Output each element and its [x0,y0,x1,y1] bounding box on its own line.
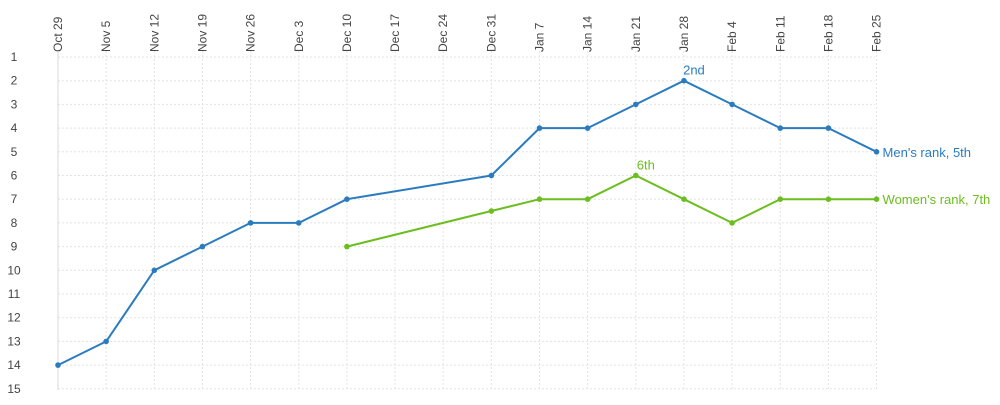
x-tick-label: Jan 28 [677,16,691,52]
data-point [55,362,61,368]
x-tick-label: Dec 17 [388,14,402,52]
data-point [488,208,495,214]
y-tick-label: 15 [7,382,21,396]
y-tick-label: 8 [11,216,18,230]
y-tick-label: 1 [11,50,18,64]
peak-annotation: 2nd [683,63,705,78]
data-point [103,338,109,345]
y-tick-label: 10 [7,263,21,277]
y-tick-label: 3 [11,97,18,111]
data-point [825,125,832,131]
data-point [488,172,495,179]
data-point [344,196,350,202]
y-tick-label: 5 [11,145,18,159]
x-tick-label: Dec 31 [484,14,498,52]
x-tick-label: Jan 14 [581,16,595,52]
x-tick-label: Feb 18 [821,14,835,52]
x-tick-label: Jan 7 [533,22,547,52]
data-point [584,125,591,131]
x-tick-label: Feb 25 [870,14,884,52]
data-point [295,220,302,226]
y-tick-label: 12 [7,311,21,325]
x-tick-label: Nov 26 [244,14,258,52]
series-line-0 [57,79,877,366]
y-tick-label: 9 [11,240,18,254]
data-point [344,243,350,250]
data-point [536,125,543,131]
data-point [199,243,206,250]
series-end-label: Men's rank, 5th [883,145,971,160]
data-point [151,267,158,274]
x-tick-label: Jan 21 [629,16,643,52]
y-tick-label: 6 [11,169,18,183]
x-tick-label: Nov 12 [147,14,161,52]
x-tick-label: Dec 10 [340,14,354,52]
x-tick-label: Feb 11 [773,15,787,52]
y-tick-label: 2 [11,74,18,88]
data-point [777,196,784,202]
x-tick-label: Dec 24 [436,14,450,52]
data-point [873,149,880,155]
y-tick-label: 13 [7,334,21,348]
data-point [777,125,784,131]
data-point [825,196,832,202]
series-end-label: Women's rank, 7th [883,192,991,207]
data-point [633,101,639,108]
x-tick-label: Oct 29 [51,16,65,52]
data-point [729,101,735,108]
data-point [873,196,880,202]
label-layer: Men's rank, 5th 2nd Women's rank, 7th 6th [637,63,991,208]
data-point [681,77,687,84]
peak-annotation: 6th [637,158,655,173]
y-tick-label: 11 [8,287,21,301]
grid-layer [57,51,878,390]
data-point [584,196,591,202]
y-tick-label: 4 [11,121,18,135]
data-point [247,220,254,226]
data-point [536,196,543,202]
x-tick-label: Nov 5 [99,20,113,52]
data-point [681,196,687,202]
data-point [729,220,735,226]
series-layer [55,77,880,368]
y-tick-label: 7 [11,192,18,206]
x-tick-label: Nov 19 [195,14,209,52]
x-tick-label: Feb 4 [725,21,739,52]
x-tick-label: Dec 3 [292,20,306,52]
y-tick-label: 14 [7,358,21,372]
series-line-1 [346,174,877,248]
data-point [633,172,639,179]
